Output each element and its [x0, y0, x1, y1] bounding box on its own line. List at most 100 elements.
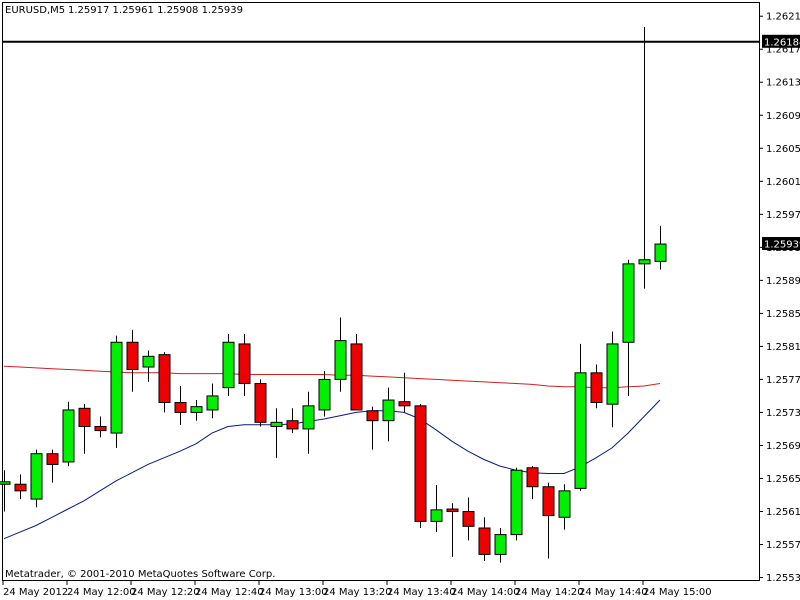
candle-body	[94, 425, 107, 432]
candle	[158, 352, 171, 413]
candle-body	[462, 510, 475, 527]
candle	[558, 484, 571, 530]
y-tick-label: 1.26095	[766, 111, 800, 122]
candle	[30, 449, 43, 508]
candle	[446, 503, 459, 557]
x-tick-label: 24 May 15:00	[643, 587, 712, 598]
candle	[270, 408, 283, 458]
x-tick-label: 24 May 12:40	[195, 587, 264, 598]
candle-body	[238, 343, 251, 385]
candle	[126, 329, 139, 392]
candle-body	[542, 486, 555, 517]
x-tick-label: 24 May 14:00	[451, 587, 520, 598]
x-tick-label: 24 May 12:20	[131, 587, 200, 598]
x-tick-label: 24 May 2012	[3, 587, 68, 598]
candle-body	[270, 421, 283, 427]
candle	[110, 335, 123, 448]
candle	[318, 371, 331, 417]
price-axis: 1.26215 1.26175 1.26135 1.26095 1.26055 1.260…	[759, 12, 800, 584]
x-tick-label: 24 May 14:40	[579, 587, 648, 598]
candle	[542, 482, 555, 559]
y-tick-label: 1.25655	[766, 474, 800, 485]
candle-body	[286, 420, 299, 430]
candle	[302, 391, 315, 454]
candle	[334, 317, 347, 392]
candle-body	[78, 407, 91, 427]
candle-body	[606, 343, 619, 405]
y-tick-label: 1.25535	[766, 573, 800, 584]
x-tick-label: 24 May 12:00	[67, 587, 136, 598]
y-tick-label: 1.25815	[766, 342, 800, 353]
y-tick-label: 1.25735	[766, 408, 800, 419]
x-tick-label: 24 May 14:20	[515, 587, 584, 598]
current-price-tag-bg	[762, 237, 800, 251]
candle	[238, 334, 251, 396]
candle	[462, 497, 475, 541]
current-price-tag-label: 1.25939	[764, 240, 800, 251]
candle	[174, 386, 187, 425]
candle	[430, 485, 443, 533]
candle	[494, 527, 507, 563]
candle-body	[526, 467, 539, 488]
plot-frame	[2, 2, 760, 581]
copyright-text: Metatrader, © 2001-2010 MetaQuotes Softw…	[5, 569, 276, 580]
candle	[286, 408, 299, 434]
horizontal-line-price-tag-bg	[762, 34, 800, 48]
candle-body	[478, 527, 491, 555]
candle	[206, 383, 219, 419]
candle	[606, 331, 619, 428]
y-tick-label: 1.26015	[766, 177, 800, 188]
y-tick-label: 1.26055	[766, 144, 800, 155]
candle	[94, 416, 107, 438]
candle	[654, 225, 667, 270]
y-tick-label: 1.25895	[766, 276, 800, 287]
candle-body	[206, 395, 219, 411]
candle-body	[558, 490, 571, 518]
candle-body	[126, 341, 139, 371]
candle	[574, 343, 587, 491]
candle	[366, 406, 379, 450]
chart-ohlc: 1.25917 1.25961 1.25908 1.25939	[68, 5, 243, 16]
candle	[190, 400, 203, 421]
candle-body	[142, 355, 155, 368]
candle	[526, 466, 539, 500]
candle-body	[398, 401, 411, 407]
candle-body	[174, 402, 187, 413]
candle-body	[30, 453, 43, 500]
y-tick-label: 1.26175	[766, 45, 800, 56]
candle-body	[222, 341, 235, 389]
candle	[382, 387, 395, 442]
chart-symbol: EURUSD,M5	[5, 5, 66, 16]
candle	[46, 449, 59, 483]
x-tick-label: 24 May 13:40	[387, 587, 456, 598]
y-tick-label: 1.25615	[766, 507, 800, 518]
y-tick-label: 1.25575	[766, 540, 800, 551]
candle-body	[366, 410, 379, 422]
horizontal-line-price-tag-label: 1.26184	[764, 37, 800, 48]
x-tick-label: 24 May 13:00	[259, 587, 328, 598]
candle-body	[446, 508, 459, 512]
candle	[478, 517, 491, 562]
candle-body	[46, 453, 59, 465]
candle	[254, 379, 267, 427]
candle-body	[638, 259, 651, 265]
candle	[622, 259, 635, 396]
y-tick-label: 1.25695	[766, 441, 800, 452]
candle-body	[494, 534, 507, 555]
candle-body	[622, 263, 635, 343]
candle	[78, 404, 91, 454]
x-tick-label: 24 May 13:20	[323, 587, 392, 598]
candle	[0, 470, 11, 512]
candle-body	[510, 469, 523, 536]
candle	[590, 364, 603, 409]
candle-body	[590, 372, 603, 404]
candle-body	[574, 372, 587, 489]
candle-body	[14, 483, 27, 492]
candle-body	[382, 399, 395, 422]
candle-body	[414, 405, 427, 522]
y-tick-label: 1.25855	[766, 309, 800, 320]
candle-body	[254, 383, 267, 423]
candle	[14, 474, 27, 500]
moving-average-fast	[3, 399, 661, 540]
